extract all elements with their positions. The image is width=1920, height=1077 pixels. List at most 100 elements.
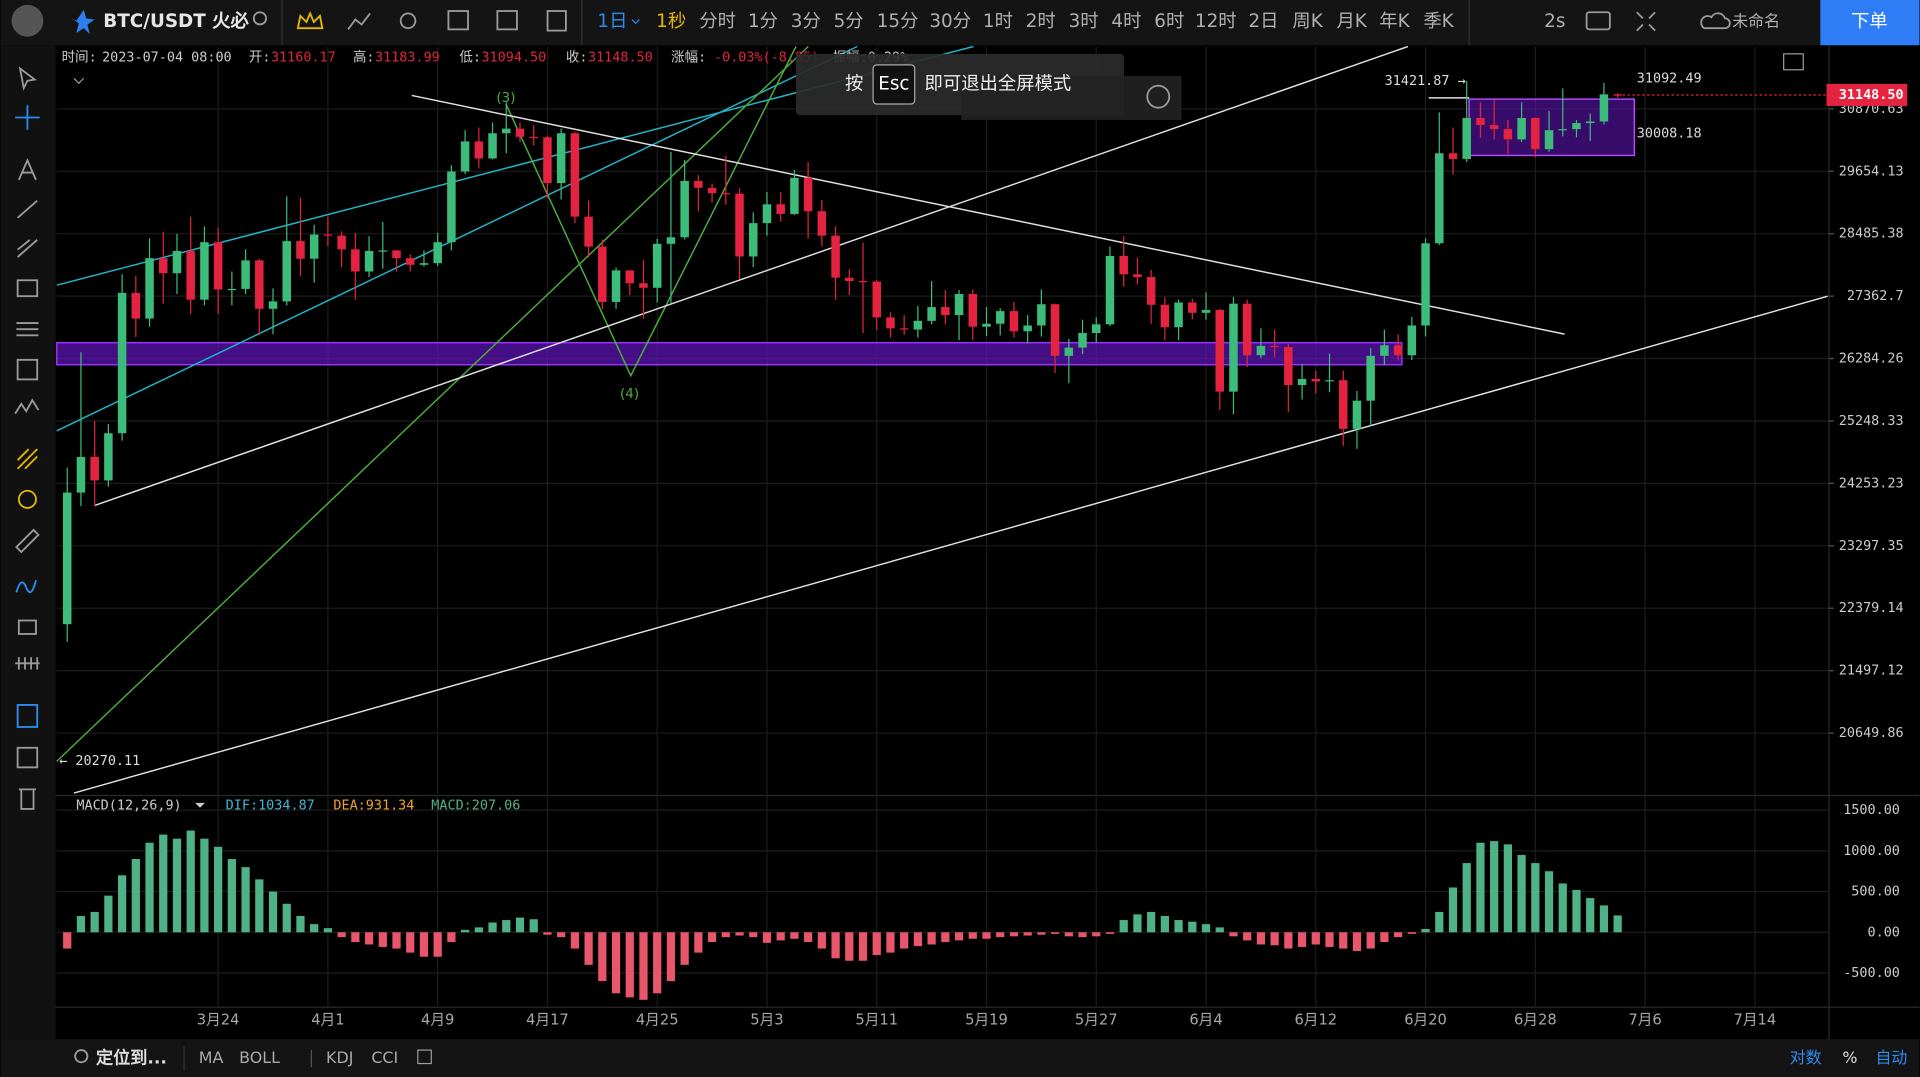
interval-button[interactable]: 1日 (597, 11, 627, 32)
macd-bar (1380, 932, 1389, 943)
lock-tool[interactable] (17, 619, 37, 635)
crosshair-tool[interactable] (15, 105, 40, 130)
study-button[interactable]: BOLL (239, 1048, 280, 1067)
candle-body (90, 456, 99, 481)
object-tree[interactable] (16, 746, 39, 769)
cloud-icon[interactable] (1700, 12, 1731, 30)
candle-body (625, 270, 635, 284)
shape-icon[interactable] (1146, 84, 1171, 109)
layout-name[interactable]: 未命名 (1732, 12, 1780, 31)
interval-button[interactable]: 12时 (1195, 11, 1237, 32)
settings-icon[interactable] (399, 12, 417, 30)
ruler-tool[interactable] (15, 528, 40, 554)
wave-label: (4) (620, 387, 639, 402)
channel-tool[interactable] (17, 239, 38, 258)
interval-button[interactable]: 30分 (929, 11, 971, 32)
interval-button[interactable]: 3分 (791, 11, 821, 32)
favorites-tool[interactable] (16, 704, 39, 728)
symbol[interactable]: BTC/USDT 火必 (103, 10, 249, 32)
vip-icon[interactable] (296, 11, 324, 30)
candle-body (282, 241, 291, 302)
interval-button[interactable]: 2时 (1026, 11, 1056, 32)
camera-icon[interactable] (1585, 11, 1611, 31)
interval-button[interactable]: 5分 (834, 11, 864, 32)
interval-button[interactable]: 1分 (748, 11, 778, 32)
interval-button[interactable]: 4时 (1111, 11, 1141, 32)
indicator-dea: DEA:931.34 (333, 798, 414, 813)
study-button[interactable]: CCI (371, 1048, 398, 1067)
template-icon[interactable] (447, 10, 469, 31)
candle-body (1462, 117, 1471, 159)
candle-body (104, 433, 113, 481)
collapse-icon[interactable] (73, 77, 85, 85)
candle-body (392, 250, 401, 259)
text-tool[interactable] (18, 158, 37, 181)
candle-body (666, 237, 676, 244)
interval-button[interactable]: 年K (1379, 11, 1410, 32)
macd-bar (584, 932, 593, 965)
exit-fullscreen-icon[interactable] (1636, 11, 1656, 32)
candle-body (323, 234, 333, 236)
refresh-rate[interactable]: 2s (1544, 11, 1565, 32)
study-buttons: MA BOLL KDJ CCI (199, 1048, 398, 1068)
candle-body (1270, 345, 1279, 348)
order-button[interactable] (1820, 0, 1920, 46)
macd-bar (1147, 911, 1156, 933)
auto-toggle[interactable]: 自动 (1875, 1048, 1907, 1067)
maximize-icon[interactable] (1783, 53, 1804, 71)
candle-body (131, 292, 141, 319)
macd-bar (104, 895, 113, 933)
macd-bar (200, 838, 209, 933)
order-button-label[interactable]: 下单 (1851, 11, 1888, 32)
macd-bar (474, 927, 483, 933)
cursor-tool[interactable] (18, 66, 38, 91)
shape-tool[interactable] (16, 279, 39, 298)
macd-bar (598, 932, 607, 982)
trend-line (73, 295, 1828, 794)
candle-body (241, 260, 250, 289)
dropdown-icon[interactable] (631, 19, 640, 25)
gann-tool[interactable] (16, 448, 38, 470)
ohlc-header: 时间: 2023-07-04 08:00 开: 31160.17 高: 3118… (62, 49, 909, 66)
edit-icon[interactable] (417, 1049, 432, 1065)
fib-tool[interactable] (16, 322, 39, 337)
info-label: 低: (459, 50, 481, 66)
wave-tool[interactable] (14, 398, 40, 415)
favorite-star[interactable] (71, 9, 95, 35)
interval-button[interactable]: 6时 (1154, 11, 1184, 32)
candle-body (378, 250, 388, 252)
interval-button[interactable]: 3时 (1069, 11, 1099, 32)
locate-icon[interactable] (74, 1049, 89, 1064)
study-button[interactable]: KDJ (326, 1048, 353, 1067)
interval-button[interactable]: 分时 (699, 11, 736, 32)
line-tool[interactable] (17, 200, 38, 219)
magnet-tool[interactable] (15, 657, 40, 670)
locate-button[interactable]: 定位到... (96, 1048, 167, 1069)
candle-body (831, 235, 840, 278)
macd-bar (1215, 927, 1224, 933)
log-toggle[interactable]: 对数 (1790, 1048, 1822, 1067)
interval-button[interactable]: 周K (1292, 11, 1323, 32)
interval-button[interactable]: 2日 (1249, 11, 1279, 32)
pattern-tool[interactable] (16, 358, 39, 381)
candle-body (954, 294, 964, 316)
percent-toggle[interactable]: % (1842, 1048, 1857, 1067)
search-icon[interactable] (252, 11, 267, 26)
interval-button[interactable]: 1时 (983, 11, 1013, 32)
indicator-icon[interactable] (347, 12, 371, 30)
macd-bar (639, 932, 648, 1000)
interval-button[interactable]: 1秒 (656, 11, 686, 32)
interval-button[interactable]: 月K (1336, 11, 1367, 32)
interval-button[interactable]: 15分 (877, 11, 919, 32)
prediction-tool[interactable] (17, 489, 37, 509)
indicator-menu[interactable] (195, 802, 205, 808)
macd-bar (515, 917, 525, 933)
interval-button[interactable]: 季K (1423, 11, 1454, 32)
compare-icon[interactable] (496, 10, 518, 31)
layout-icon[interactable] (546, 10, 567, 32)
brush-tool[interactable] (15, 579, 37, 594)
study-button[interactable]: MA (199, 1048, 224, 1067)
indicator-name[interactable]: MACD(12,26,9) (76, 798, 181, 813)
delete-tool[interactable] (18, 788, 36, 810)
candle-body (1421, 243, 1430, 326)
